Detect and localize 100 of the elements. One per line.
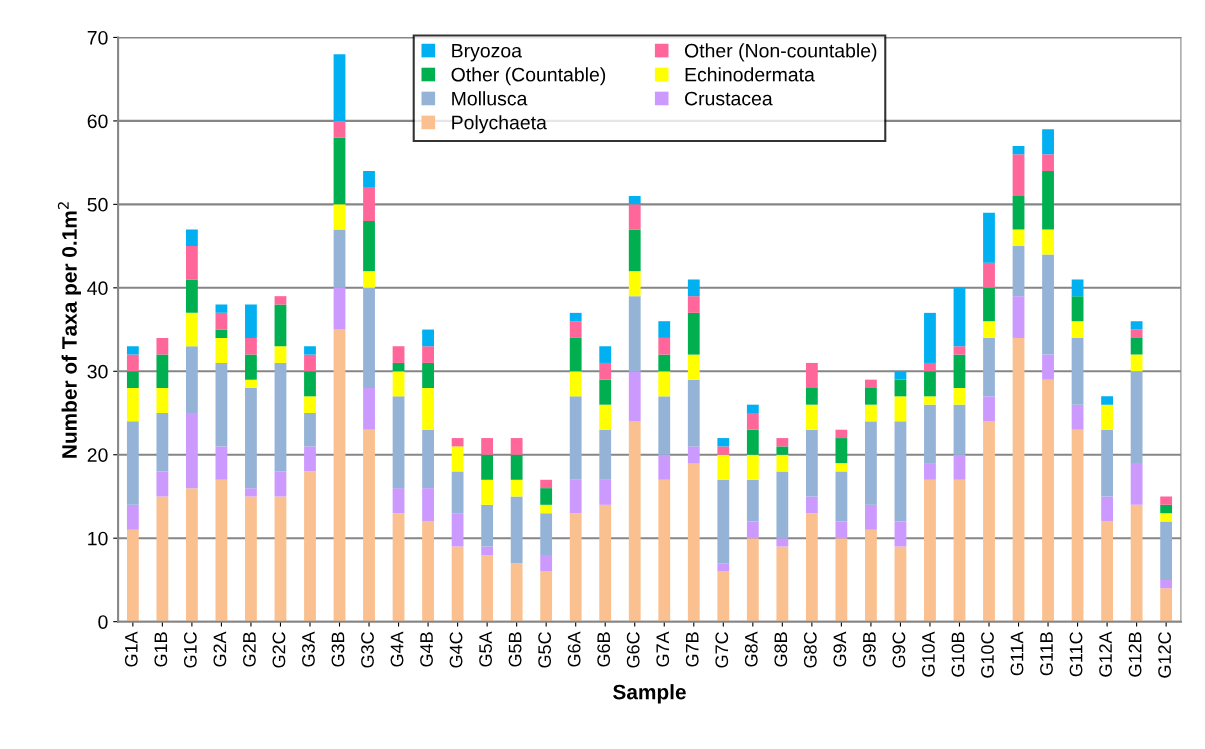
bar <box>185 346 198 414</box>
bar <box>156 337 169 355</box>
bar <box>924 463 936 480</box>
bar <box>540 479 553 489</box>
bar <box>658 354 671 372</box>
bar <box>569 312 582 322</box>
bar <box>363 387 375 430</box>
legend-label: Polychaeta <box>452 115 547 134</box>
bar <box>156 413 169 472</box>
y-tick-label: 50 <box>87 197 108 212</box>
bar <box>953 287 966 347</box>
bar <box>746 429 759 455</box>
bar <box>304 396 316 414</box>
bar <box>1042 254 1054 355</box>
bar <box>894 396 907 422</box>
bar <box>333 329 346 622</box>
bar <box>1012 296 1025 338</box>
bar <box>835 471 848 522</box>
x-tick-label: G9A <box>833 631 847 667</box>
bar <box>599 379 612 405</box>
bar <box>687 354 700 380</box>
bar <box>304 471 316 622</box>
x-tick-label: G7C <box>715 632 729 668</box>
bar <box>481 454 494 480</box>
bar <box>126 504 139 530</box>
bar <box>422 488 434 522</box>
x-tick-label: G10C <box>981 632 994 678</box>
bar <box>422 329 434 347</box>
bar <box>628 296 641 372</box>
bar <box>953 479 966 622</box>
bar <box>363 187 375 222</box>
legend-label: Mollusca <box>452 91 528 106</box>
bar <box>569 321 582 338</box>
x-tick-label: G4A <box>390 631 404 667</box>
bar <box>422 521 434 622</box>
bar <box>1012 154 1025 197</box>
bar <box>805 404 818 430</box>
bar <box>865 529 877 622</box>
bar <box>1071 429 1084 622</box>
bar <box>245 488 257 497</box>
bar <box>451 513 464 547</box>
x-tick-label: G3C <box>361 632 374 668</box>
bar <box>1101 521 1113 622</box>
bar <box>215 446 228 480</box>
bar <box>274 496 287 622</box>
x-tick-label: G6A <box>567 631 581 667</box>
bar <box>126 354 139 372</box>
x-tick-label: G7B <box>685 632 699 667</box>
bar <box>687 296 700 313</box>
x-tick-label: G9C <box>892 632 906 668</box>
bar <box>983 421 995 622</box>
bar <box>717 563 730 572</box>
bar <box>776 471 789 539</box>
bar <box>1012 229 1025 247</box>
x-tick-label: G5B <box>508 632 522 667</box>
bar <box>1130 337 1143 355</box>
bar <box>569 479 582 514</box>
bar <box>510 479 523 497</box>
bar <box>569 371 582 397</box>
bar <box>924 312 936 363</box>
bar <box>392 513 405 622</box>
bar <box>126 529 139 622</box>
legend-label: Bryozoa <box>452 43 522 62</box>
bar <box>894 521 907 547</box>
bar <box>628 204 641 230</box>
bar <box>185 279 198 313</box>
bar <box>717 571 730 622</box>
bar <box>717 438 730 447</box>
bar <box>746 454 759 480</box>
y-tick-label: 70 <box>87 30 108 45</box>
bar <box>865 404 877 422</box>
bar <box>422 429 434 489</box>
bar <box>363 221 375 272</box>
bar <box>865 379 877 388</box>
x-tick-label: G6C <box>626 632 640 668</box>
bar <box>1160 496 1173 505</box>
bar <box>392 346 405 363</box>
bar <box>1160 579 1173 589</box>
bar <box>628 229 641 272</box>
bar <box>658 337 671 355</box>
bar <box>422 362 434 388</box>
bar <box>835 438 848 464</box>
bar <box>126 387 139 422</box>
bar <box>746 521 759 539</box>
bar <box>865 387 877 405</box>
bar <box>1130 504 1143 622</box>
bar <box>805 496 818 514</box>
x-tick-label: G5A <box>479 631 492 667</box>
bar <box>983 262 995 288</box>
bar <box>245 354 257 380</box>
y-tick-label: 60 <box>87 114 108 129</box>
bar <box>245 337 257 355</box>
bar <box>599 504 612 622</box>
bar <box>599 429 612 480</box>
bar <box>776 438 789 447</box>
bar <box>1071 404 1084 430</box>
x-tick-label: G11C <box>1069 632 1083 677</box>
bar <box>628 421 641 622</box>
bar <box>599 479 612 505</box>
bar <box>333 137 346 205</box>
